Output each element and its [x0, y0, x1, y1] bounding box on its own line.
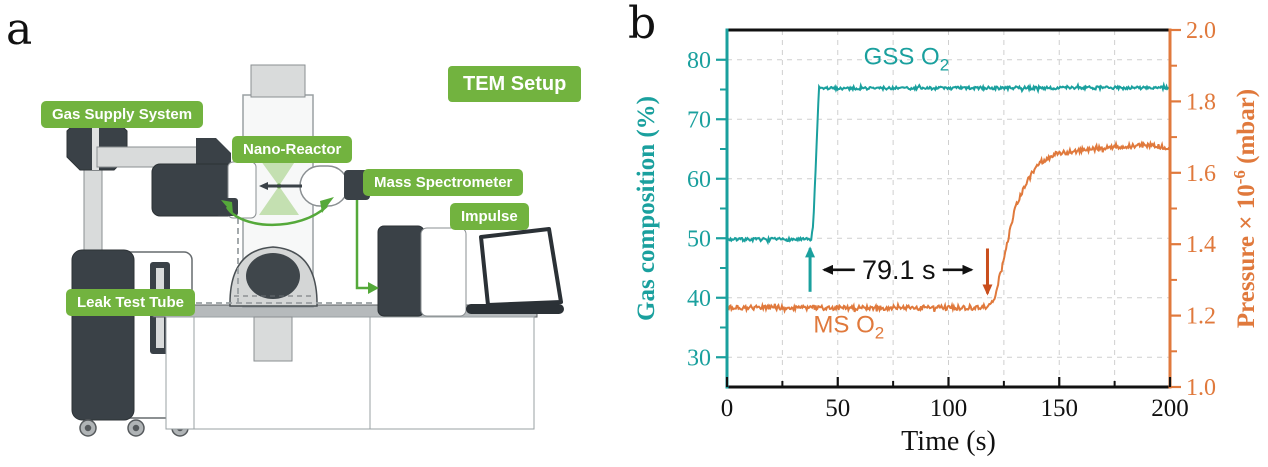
- panel-b-label: b: [628, 0, 657, 49]
- gridlines: [727, 30, 1170, 387]
- label-gas-supply-system: Gas Supply System: [41, 101, 204, 128]
- x-tick-label: 200: [1151, 395, 1189, 422]
- axes: 0 50 100 150 200 Time (s) 30 40 50 60 70 80 Gas comp…: [633, 18, 1260, 457]
- flow-arrowhead-ms: [368, 282, 379, 294]
- right-axis-title: Pressure × 10-6 (mbar): [1230, 89, 1260, 328]
- delay-value-label: 79.1 s: [862, 255, 936, 285]
- table-panels: [165, 316, 535, 430]
- mass-spectrometer-tower: [377, 225, 425, 317]
- right-tick-label: 1.8: [1186, 89, 1216, 115]
- gas-flow-arrows: [225, 200, 368, 290]
- series-ms-o2: [728, 139, 1169, 314]
- laptop-base: [466, 304, 564, 314]
- series-label-ms-o2: MS O2: [813, 312, 884, 343]
- right-tick-label: 1.6: [1186, 161, 1216, 187]
- x-tick-label: 0: [721, 395, 734, 422]
- label-nano-reactor: Nano-Reactor: [232, 136, 353, 163]
- series-label-gss-o2: GSS O2: [864, 44, 950, 75]
- electron-beam-upper: [258, 157, 298, 186]
- gas-pressure-chart: 0 50 100 150 200 Time (s) 30 40 50 60 70 80 Gas comp…: [633, 18, 1260, 457]
- label-tem-setup: TEM Setup: [448, 66, 582, 102]
- left-tick-label: 80: [687, 48, 711, 74]
- laptop-screen: [479, 227, 563, 307]
- right-tick-label: 2.0: [1186, 18, 1216, 44]
- holder-needle-tip: [259, 182, 268, 190]
- right-tick-label: 1.4: [1186, 232, 1216, 258]
- x-axis-title: Time (s): [901, 426, 996, 457]
- panel-a-label: a: [6, 4, 33, 55]
- left-tick-label: 40: [687, 286, 711, 312]
- knob-stripe: [92, 118, 99, 170]
- mass-spectrometer-side: [420, 227, 467, 317]
- x-tick-label: 100: [930, 395, 968, 422]
- right-tick-label: 1.0: [1186, 375, 1216, 401]
- delay-annotation: 79.1 s: [805, 246, 993, 296]
- tem-column-cap: [250, 64, 306, 98]
- right-tick-label: 1.2: [1186, 304, 1216, 330]
- series-gss-o2: [728, 81, 1169, 246]
- label-mass-spectrometer: Mass Spectrometer: [363, 169, 524, 196]
- left-tick-label: 30: [687, 345, 711, 371]
- flow-arrowhead-injector: [221, 200, 233, 214]
- left-tick-label: 50: [687, 226, 711, 252]
- gas-pressure-chart-panel: 0 50 100 150 200 Time (s) 30 40 50 60 70 80 Gas comp…: [620, 0, 1268, 467]
- left-tick-label: 70: [687, 107, 711, 133]
- electron-beam-lower: [259, 186, 299, 215]
- left-axis-title: Gas composition (%): [633, 96, 660, 321]
- tem-setup-diagram-panel: Gas Supply System Nano-Reactor TEM Setup…: [0, 0, 620, 467]
- x-tick-label: 150: [1041, 395, 1079, 422]
- label-leak-test-tube: Leak Test Tube: [66, 289, 195, 316]
- x-tick-label: 50: [825, 395, 850, 422]
- left-tick-label: 60: [687, 167, 711, 193]
- label-impulse: Impulse: [450, 203, 529, 230]
- series-group: [728, 81, 1169, 314]
- flow-arrowhead-holder: [320, 197, 334, 213]
- gas-post: [83, 159, 103, 256]
- leak-path-dashed: [196, 218, 376, 304]
- tem-pedestal: [253, 316, 293, 362]
- leak-test-tube-body: [71, 249, 135, 421]
- dome-port: [246, 253, 300, 299]
